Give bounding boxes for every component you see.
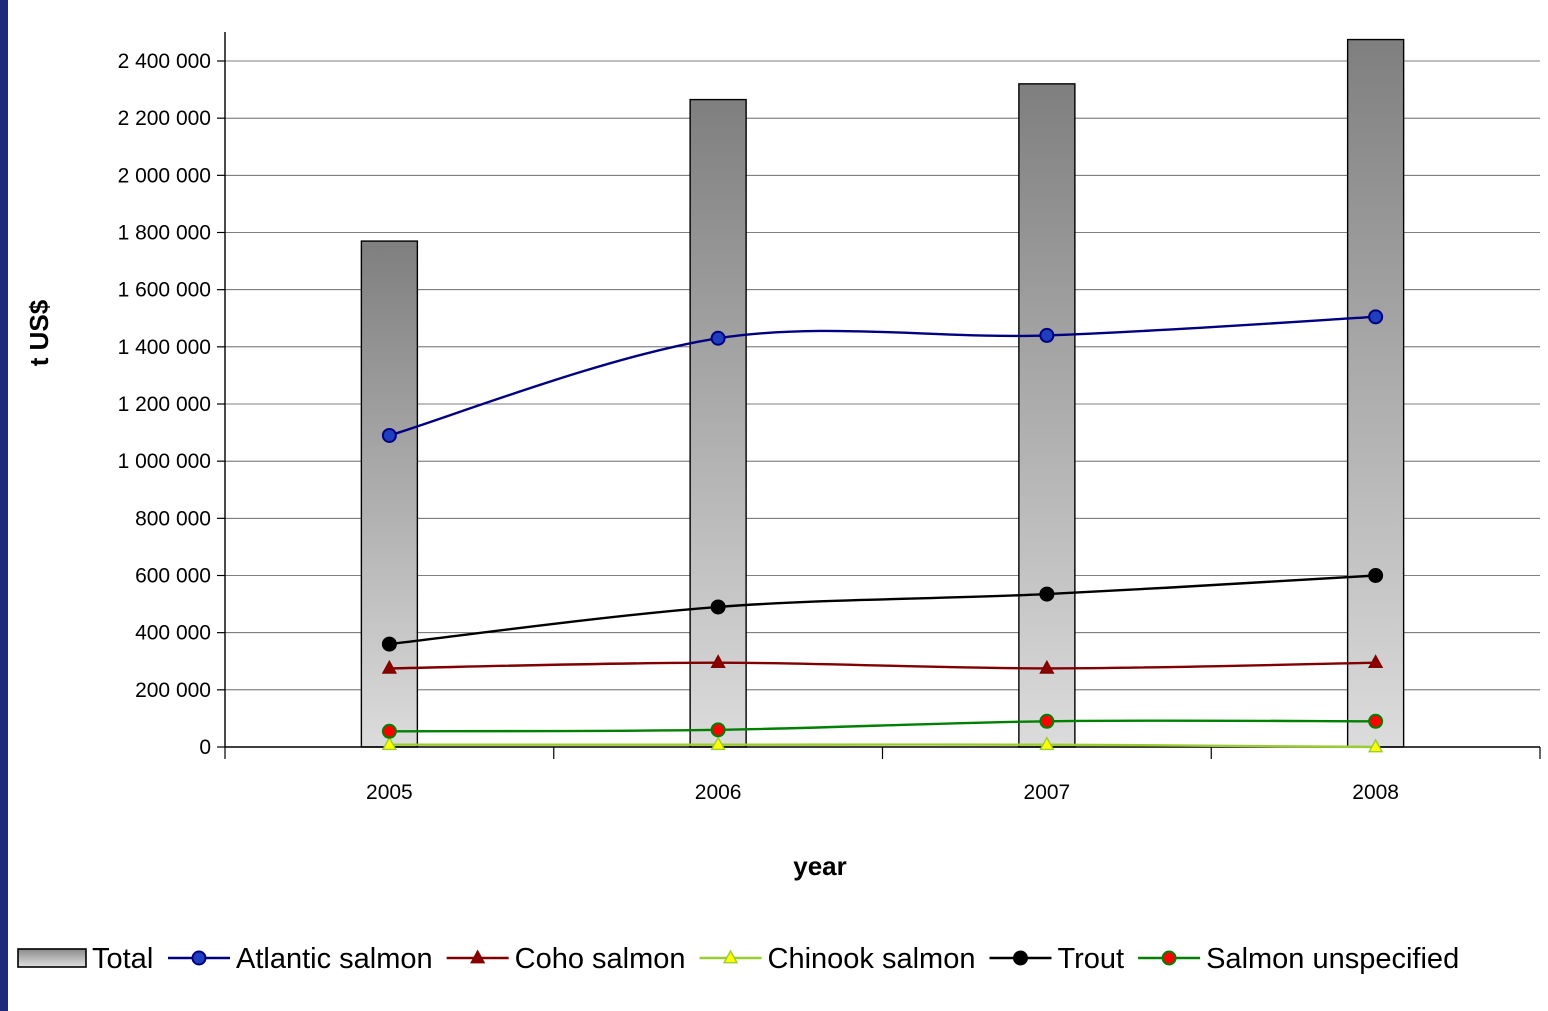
x-tick-label: 2007 <box>1024 781 1071 804</box>
bar-total <box>1346 38 1405 748</box>
y-tick-label: 2 400 000 <box>118 50 211 73</box>
legend-label-coho-salmon: Coho salmon <box>515 943 686 975</box>
point-trout <box>710 599 726 615</box>
point-salmon-unspecified <box>1039 713 1055 729</box>
line-chinook-salmon <box>389 743 1376 749</box>
y-tick-label: 2 200 000 <box>118 107 211 130</box>
x-tick-label: 2008 <box>1352 781 1399 804</box>
gridlines <box>225 60 1540 691</box>
tick-labels: 0 200 000 400 000 600 000 800 000 1 000 000 1 … <box>118 50 1399 804</box>
line-series <box>381 309 1384 753</box>
point-salmon-unspecified <box>710 722 726 738</box>
point-coho-salmon <box>1368 654 1384 669</box>
legend-marker-chinook-salmon <box>722 949 739 964</box>
point-chinook-salmon <box>381 736 397 751</box>
point-atlantic-salmon <box>1368 309 1384 325</box>
point-atlantic-salmon <box>1039 327 1055 343</box>
legend-marker-atlantic-salmon <box>191 950 207 966</box>
y-tick-label: 200 000 <box>135 679 211 702</box>
point-salmon-unspecified <box>1368 713 1384 729</box>
point-chinook-salmon <box>1368 738 1384 753</box>
line-atlantic-salmon <box>389 315 1376 437</box>
line-salmon-unspecified <box>389 719 1376 733</box>
x-tick-label: 2005 <box>366 781 413 804</box>
y-tick-label: 1 200 000 <box>118 393 211 416</box>
x-tick-label: 2006 <box>695 781 742 804</box>
point-trout <box>381 636 397 652</box>
point-chinook-salmon <box>710 736 726 751</box>
legend: Total Atlantic salmon Coho salmon Chinook s… <box>17 943 1459 975</box>
point-salmon-unspecified <box>381 723 397 739</box>
y-tick-label: 1 800 000 <box>118 222 211 245</box>
line-trout <box>389 574 1376 646</box>
point-coho-salmon <box>710 654 726 669</box>
point-atlantic-salmon <box>710 330 726 346</box>
line-coho-salmon <box>389 661 1376 670</box>
legend-marker-salmon-unspecified <box>1161 950 1177 966</box>
point-trout <box>1368 568 1384 583</box>
y-tick-label: 2 000 000 <box>118 164 211 187</box>
y-axis-title: t US$ <box>24 299 54 366</box>
y-tick-label: 1 600 000 <box>118 279 211 302</box>
legend-marker-trout <box>1012 950 1028 966</box>
legend-label-salmon-unspecified: Salmon unspecified <box>1206 943 1459 975</box>
y-tick-label: 1 000 000 <box>118 450 211 473</box>
point-atlantic-salmon <box>381 427 397 443</box>
y-tick-label: 600 000 <box>135 565 211 588</box>
point-coho-salmon <box>1039 659 1055 674</box>
point-chinook-salmon <box>1039 736 1055 751</box>
y-tick-label: 1 400 000 <box>118 336 211 359</box>
point-coho-salmon <box>381 659 397 674</box>
legend-swatch-total <box>17 948 87 968</box>
legend-marker-coho-salmon <box>470 949 486 964</box>
y-tick-label: 400 000 <box>135 622 211 645</box>
total-bars <box>360 38 1405 748</box>
y-tick-label: 0 <box>199 736 211 759</box>
point-trout <box>1039 586 1055 602</box>
legend-label-trout: Trout <box>1057 943 1124 975</box>
bar-total <box>689 98 747 748</box>
x-axis-title: year <box>793 851 847 881</box>
legend-label-atlantic-salmon: Atlantic salmon <box>236 943 433 975</box>
chart-panel <box>8 0 1548 1011</box>
legend-label-chinook-salmon: Chinook salmon <box>768 943 976 975</box>
bar-total <box>1018 83 1076 748</box>
y-tick-label: 800 000 <box>135 507 211 530</box>
legend-label-total: Total <box>92 943 153 975</box>
